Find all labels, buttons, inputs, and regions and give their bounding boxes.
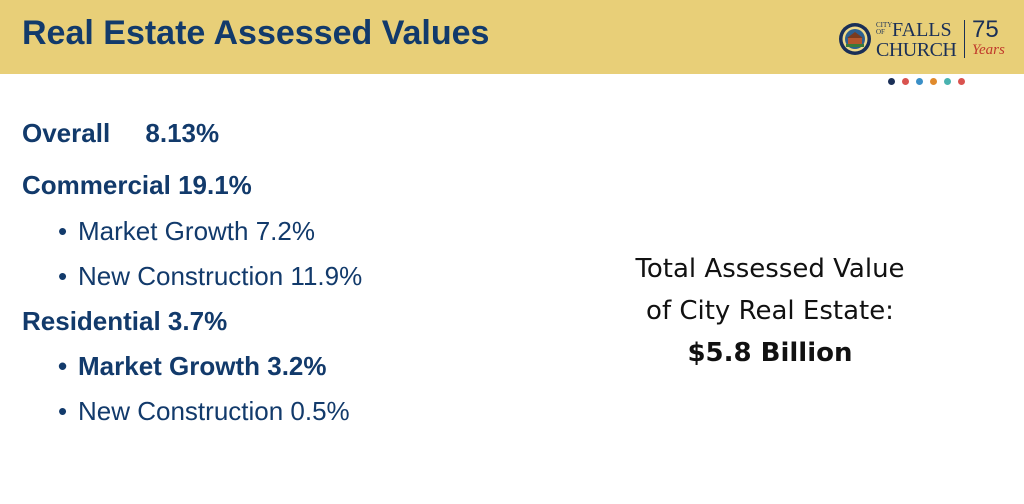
accent-dot (888, 78, 895, 85)
commercial-item: • Market Growth 7.2% (58, 216, 315, 247)
page-title: Real Estate Assessed Values (22, 14, 490, 52)
commercial-item-text: Market Growth 7.2% (78, 216, 315, 246)
city-logo: CITY OF FALLS CHURCH 75 Years (838, 16, 1018, 62)
logo-divider (964, 20, 965, 58)
overall-value: 8.13% (145, 118, 220, 148)
total-line-2: of City Real Estate: (646, 296, 894, 326)
accent-dot (944, 78, 951, 85)
city-seal-icon (839, 23, 871, 55)
logo-years: Years (972, 42, 1005, 58)
accent-dot (930, 78, 937, 85)
logo-city-of: CITY OF (876, 21, 893, 36)
accent-dot (958, 78, 965, 85)
accent-dot (902, 78, 909, 85)
total-line-1: Total Assessed Value (635, 254, 905, 284)
header-bar: Real Estate Assessed Values CITY OF FALL… (0, 0, 1024, 74)
residential-item: • New Construction 0.5% (58, 396, 350, 427)
commercial-item: • New Construction 11.9% (58, 261, 362, 292)
total-assessed-value: Total Assessed Value of City Real Estate… (610, 248, 930, 374)
residential-heading: Residential 3.7% (22, 306, 228, 336)
accent-dots (888, 78, 978, 86)
commercial-item-text: New Construction 11.9% (78, 261, 363, 291)
bullet-icon: • (58, 396, 68, 426)
overall-label: Overall (22, 118, 111, 148)
residential-item: • Market Growth 3.2% (58, 351, 327, 382)
bullet-icon: • (58, 216, 68, 246)
total-amount: $5.8 Billion (687, 338, 853, 368)
accent-dot (916, 78, 923, 85)
residential-item-text: Market Growth 3.2% (78, 351, 327, 381)
logo-falls: FALLS (892, 19, 952, 41)
bullet-icon: • (58, 351, 68, 381)
residential-item-text: New Construction 0.5% (78, 396, 350, 426)
bullet-icon: • (58, 261, 68, 291)
logo-75: 75 (972, 16, 999, 43)
overall-row: Overall 8.13% (22, 118, 219, 149)
logo-church: CHURCH (876, 39, 957, 61)
commercial-heading: Commercial 19.1% (22, 170, 252, 200)
